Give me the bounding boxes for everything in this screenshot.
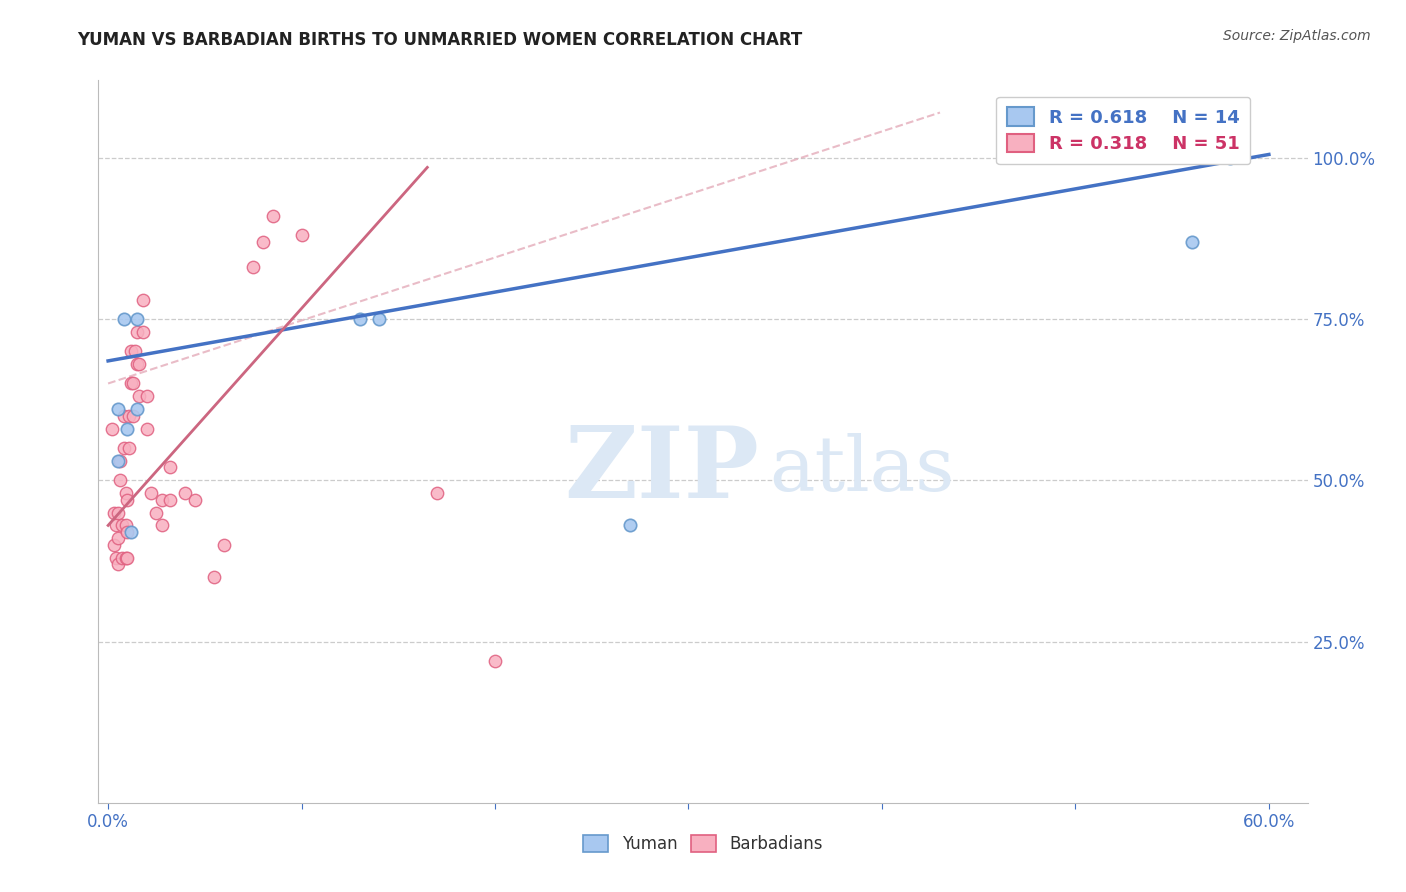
- Point: [118, 409, 141, 423]
- Point: [159, 492, 181, 507]
- Point: [107, 506, 129, 520]
- Point: [127, 312, 149, 326]
- Point: [124, 344, 146, 359]
- Point: [117, 422, 139, 436]
- Point: [128, 389, 150, 403]
- Point: [107, 454, 129, 468]
- Point: [426, 486, 449, 500]
- Point: [114, 518, 136, 533]
- Point: [242, 260, 264, 275]
- Point: [107, 531, 129, 545]
- Text: ZIP: ZIP: [564, 422, 759, 519]
- Point: [1180, 235, 1202, 249]
- Point: [484, 654, 506, 668]
- Point: [128, 357, 150, 371]
- Point: [101, 422, 124, 436]
- Point: [127, 325, 149, 339]
- Text: atlas: atlas: [769, 434, 955, 508]
- Point: [174, 486, 197, 500]
- Point: [127, 402, 149, 417]
- Point: [108, 454, 131, 468]
- Point: [619, 518, 641, 533]
- Point: [103, 506, 125, 520]
- Point: [132, 325, 155, 339]
- Point: [122, 376, 145, 391]
- Point: [150, 518, 173, 533]
- Point: [368, 312, 391, 326]
- Text: Source: ZipAtlas.com: Source: ZipAtlas.com: [1223, 29, 1371, 43]
- Point: [159, 460, 181, 475]
- Point: [139, 486, 162, 500]
- Point: [114, 550, 136, 565]
- Point: [135, 389, 157, 403]
- Point: [111, 518, 134, 533]
- Point: [212, 538, 235, 552]
- Point: [1219, 151, 1241, 165]
- Text: YUMAN VS BARBADIAN BIRTHS TO UNMARRIED WOMEN CORRELATION CHART: YUMAN VS BARBADIAN BIRTHS TO UNMARRIED W…: [77, 31, 803, 49]
- Point: [112, 441, 135, 455]
- Point: [252, 235, 274, 249]
- Point: [132, 293, 155, 307]
- Point: [150, 492, 173, 507]
- Point: [111, 550, 134, 565]
- Point: [104, 550, 127, 565]
- Point: [120, 524, 142, 539]
- Point: [103, 538, 125, 552]
- Point: [290, 228, 312, 243]
- Point: [349, 312, 371, 326]
- Point: [204, 570, 226, 584]
- Point: [135, 422, 157, 436]
- Point: [122, 409, 145, 423]
- Point: [127, 357, 149, 371]
- Point: [145, 506, 167, 520]
- Point: [117, 492, 139, 507]
- Point: [112, 312, 135, 326]
- Point: [184, 492, 207, 507]
- Point: [108, 473, 131, 487]
- Point: [107, 402, 129, 417]
- Point: [118, 441, 141, 455]
- Point: [104, 518, 127, 533]
- Point: [112, 409, 135, 423]
- Point: [107, 557, 129, 571]
- Point: [120, 344, 142, 359]
- Point: [117, 550, 139, 565]
- Legend: Yuman, Barbadians: Yuman, Barbadians: [576, 828, 830, 860]
- Point: [262, 209, 284, 223]
- Point: [117, 524, 139, 539]
- Point: [114, 486, 136, 500]
- Point: [120, 376, 142, 391]
